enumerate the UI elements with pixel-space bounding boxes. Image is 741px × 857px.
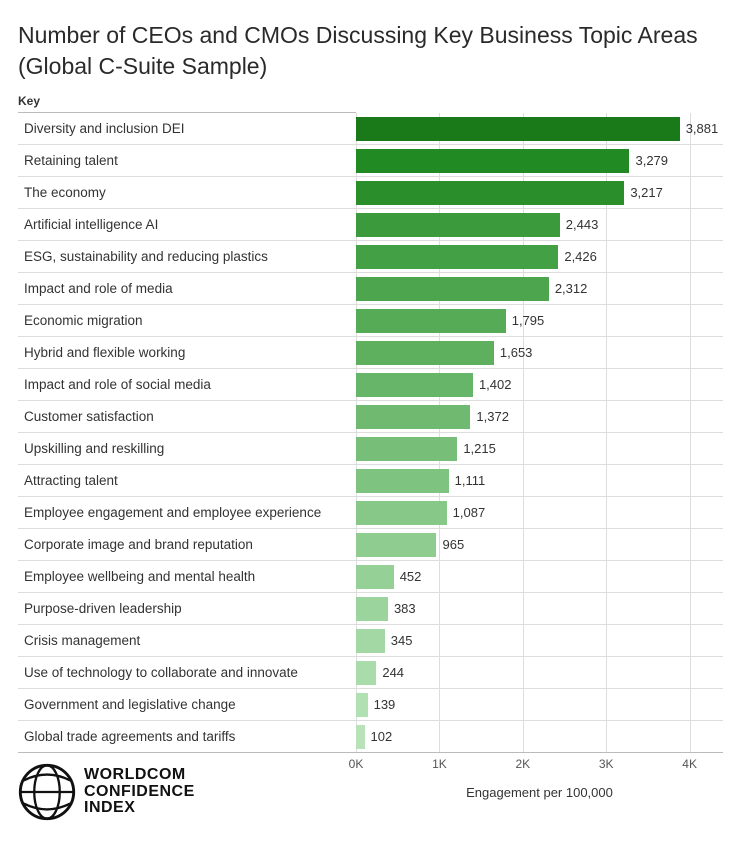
bar — [356, 661, 376, 685]
x-axis-label: Engagement per 100,000 — [356, 785, 723, 800]
row-label: The economy — [18, 185, 356, 200]
bar-value: 2,312 — [555, 281, 588, 296]
x-tick: 4K — [682, 757, 697, 771]
bar-value: 1,372 — [476, 409, 509, 424]
chart-row: Economic migration 1,795 — [18, 305, 723, 337]
logo-line-1: WORLDCOM — [84, 767, 195, 784]
row-label: Employee engagement and employee experie… — [18, 505, 356, 520]
row-label: Economic migration — [18, 313, 356, 328]
bar-value: 1,795 — [512, 313, 545, 328]
row-label: Upskilling and reskilling — [18, 441, 356, 456]
bar-value: 3,279 — [635, 153, 668, 168]
bar — [356, 725, 365, 749]
logo-line-2: CONFIDENCE — [84, 784, 195, 801]
x-tick: 0K — [349, 757, 364, 771]
bar-value: 3,217 — [630, 185, 663, 200]
bar — [356, 533, 436, 557]
bar-chart: Diversity and inclusion DEI 3,881 Retainin… — [18, 113, 723, 753]
row-label: Purpose-driven leadership — [18, 601, 356, 616]
row-label: Artificial intelligence AI — [18, 217, 356, 232]
chart-row: Use of technology to collaborate and inn… — [18, 657, 723, 689]
bar — [356, 117, 680, 141]
chart-row: Corporate image and brand reputation 965 — [18, 529, 723, 561]
row-label: Crisis management — [18, 633, 356, 648]
bar-value: 139 — [374, 697, 396, 712]
chart-row: Employee wellbeing and mental health 452 — [18, 561, 723, 593]
row-label: Government and legislative change — [18, 697, 356, 712]
bar — [356, 149, 629, 173]
bar — [356, 469, 449, 493]
bar — [356, 437, 457, 461]
bar — [356, 309, 506, 333]
bar — [356, 565, 394, 589]
bar — [356, 181, 624, 205]
chart-row: The economy 3,217 — [18, 177, 723, 209]
row-label: Impact and role of media — [18, 281, 356, 296]
row-label: Corporate image and brand reputation — [18, 537, 356, 552]
chart-row: Upskilling and reskilling 1,215 — [18, 433, 723, 465]
chart-row: Attracting talent 1,111 — [18, 465, 723, 497]
bar-value: 345 — [391, 633, 413, 648]
bar-value: 1,087 — [453, 505, 486, 520]
bar-value: 1,215 — [463, 441, 496, 456]
logo-line-3: INDEX — [84, 800, 195, 817]
bar-value: 244 — [382, 665, 404, 680]
chart-row: Purpose-driven leadership 383 — [18, 593, 723, 625]
chart-row: Employee engagement and employee experie… — [18, 497, 723, 529]
bar-value: 1,402 — [479, 377, 512, 392]
bar-value: 102 — [371, 729, 393, 744]
logo: WORLDCOM CONFIDENCE INDEX — [18, 763, 195, 821]
chart-row: Crisis management 345 — [18, 625, 723, 657]
bar-value: 965 — [442, 537, 464, 552]
chart-row: Customer satisfaction 1,372 — [18, 401, 723, 433]
chart-row: Impact and role of media 2,312 — [18, 273, 723, 305]
row-label: Impact and role of social media — [18, 377, 356, 392]
row-label: Attracting talent — [18, 473, 356, 488]
bar — [356, 405, 470, 429]
chart-row: Retaining talent 3,279 — [18, 145, 723, 177]
row-label: Use of technology to collaborate and inn… — [18, 665, 356, 680]
bar-value: 452 — [400, 569, 422, 584]
bar-value: 383 — [394, 601, 416, 616]
row-label: ESG, sustainability and reducing plastic… — [18, 249, 356, 264]
bar-value: 3,881 — [686, 121, 719, 136]
chart-row: Diversity and inclusion DEI 3,881 — [18, 113, 723, 145]
globe-icon — [18, 763, 76, 821]
chart-row: Global trade agreements and tariffs 102 — [18, 721, 723, 753]
row-label: Employee wellbeing and mental health — [18, 569, 356, 584]
bar — [356, 245, 558, 269]
chart-title: Number of CEOs and CMOs Discussing Key B… — [18, 20, 723, 82]
bar — [356, 213, 560, 237]
chart-row: Artificial intelligence AI 2,443 — [18, 209, 723, 241]
bar — [356, 597, 388, 621]
x-tick: 2K — [515, 757, 530, 771]
x-tick: 3K — [599, 757, 614, 771]
bar — [356, 373, 473, 397]
row-label: Diversity and inclusion DEI — [18, 121, 356, 136]
bar — [356, 341, 494, 365]
bar — [356, 501, 447, 525]
chart-row: ESG, sustainability and reducing plastic… — [18, 241, 723, 273]
bar-value: 1,111 — [455, 473, 486, 488]
row-label: Customer satisfaction — [18, 409, 356, 424]
x-axis-ticks: 0K1K2K3K4K — [356, 757, 723, 775]
bar — [356, 277, 549, 301]
bar — [356, 629, 385, 653]
bar-value: 2,443 — [566, 217, 599, 232]
chart-row: Hybrid and flexible working 1,653 — [18, 337, 723, 369]
x-tick: 1K — [432, 757, 447, 771]
chart-row: Impact and role of social media 1,402 — [18, 369, 723, 401]
row-label: Global trade agreements and tariffs — [18, 729, 356, 744]
row-label: Retaining talent — [18, 153, 356, 168]
bar-value: 1,653 — [500, 345, 533, 360]
chart-row: Government and legislative change 139 — [18, 689, 723, 721]
bar — [356, 693, 368, 717]
key-header: Key — [18, 94, 356, 113]
row-label: Hybrid and flexible working — [18, 345, 356, 360]
bar-value: 2,426 — [564, 249, 597, 264]
